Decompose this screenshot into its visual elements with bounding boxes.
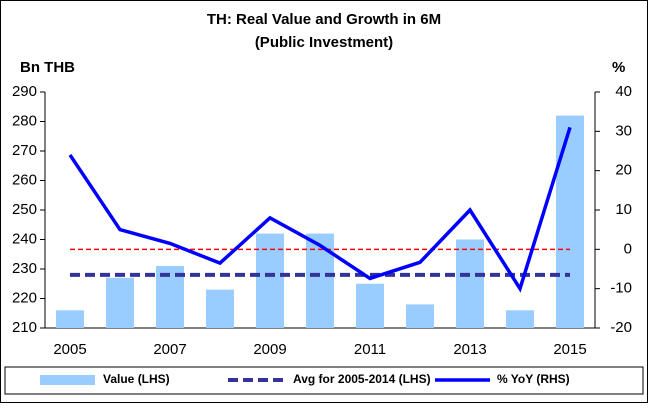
x-tick-label: 2013 [453,341,486,358]
y-tick-label: 220 [12,289,37,306]
bar [206,289,234,328]
y-tick-label: 270 [12,142,37,159]
legend-label: Avg for 2005-2014 (LHS) [293,372,431,386]
yoy-line [68,126,572,293]
y2-tick-label: 20 [615,162,632,179]
legend-label: % YoY (RHS) [497,372,570,386]
y-tick-label: 290 [12,83,37,100]
y-tick-label: 260 [12,171,37,188]
y2-tick-label: 30 [615,122,632,139]
x-tick-label: 2009 [253,341,286,358]
y-tick-label: 250 [12,201,37,218]
chart-subtitle: (Public Investment) [255,34,393,51]
bar [56,310,84,328]
bar [506,310,534,328]
y-tick-label: 230 [12,260,37,277]
bar [256,233,284,328]
bar [106,277,134,328]
x-tick-label: 2005 [53,341,86,358]
y2-tick-label: 0 [624,240,632,257]
bar [456,239,484,328]
legend [4,366,644,395]
bar [556,115,584,328]
legend-swatch [40,375,95,385]
x-tick-label: 2007 [153,341,186,358]
bar [406,304,434,328]
legend-label: Value (LHS) [103,372,170,386]
y2-tick-label: 40 [615,83,632,100]
x-tick-label: 2011 [354,341,386,358]
y2-axis-label: % [612,59,625,76]
chart-title: TH: Real Value and Growth in 6M [207,11,441,28]
y2-tick-label: -10 [610,280,632,297]
bar [356,283,384,328]
y-tick-label: 210 [12,319,37,336]
y2-tick-label: 10 [615,201,632,218]
y-axis-label: Bn THB [20,59,75,76]
y-tick-label: 280 [12,112,37,129]
bar [306,233,334,328]
y2-tick-label: -20 [610,319,632,336]
y-tick-label: 240 [12,230,37,247]
x-tick-label: 2015 [553,341,586,358]
